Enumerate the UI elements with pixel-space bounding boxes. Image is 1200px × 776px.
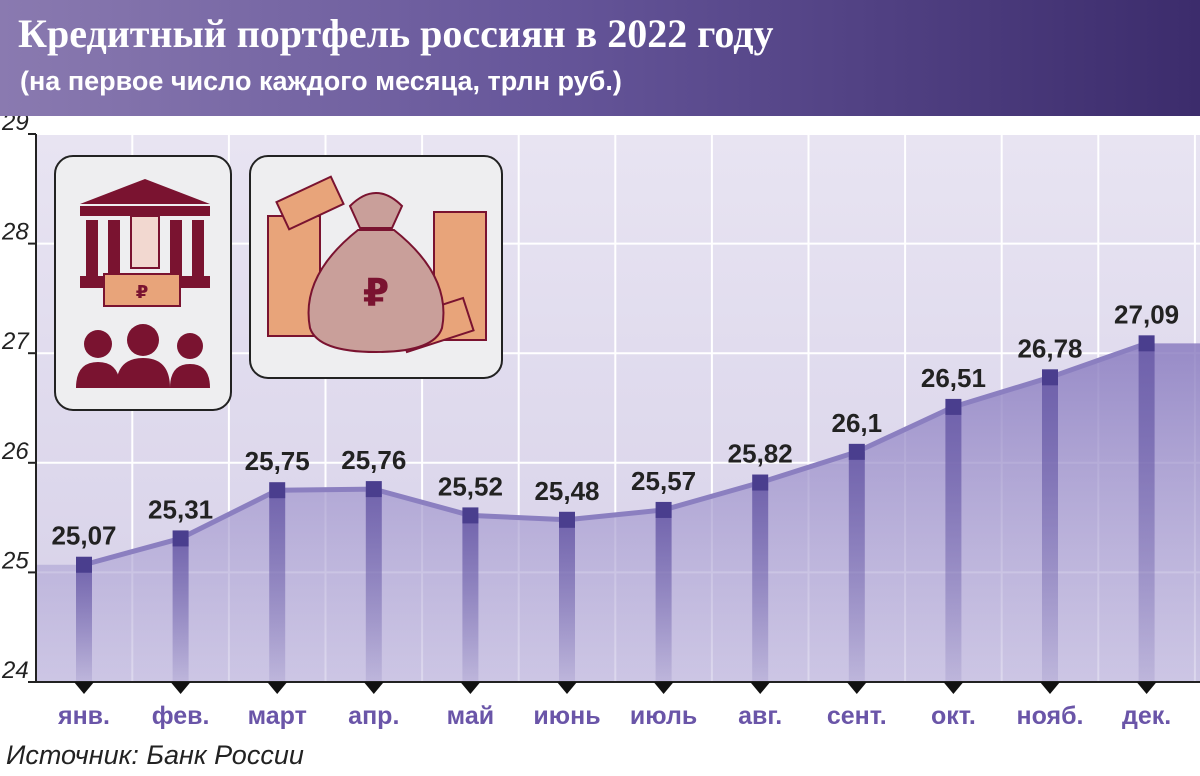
data-label: 25,31	[148, 494, 213, 524]
chart-subtitle: (на первое число каждого месяца, трлн ру…	[20, 66, 622, 96]
x-tick-marker	[363, 682, 384, 694]
data-point	[945, 398, 962, 415]
x-tick-label: окт.	[931, 702, 976, 730]
money-bag-icon: ₽	[307, 192, 445, 354]
y-tick-label: 24	[1, 657, 29, 684]
data-label: 25,07	[51, 521, 116, 551]
data-stem	[655, 509, 672, 682]
data-point	[1042, 369, 1058, 386]
x-tick-label: сент.	[827, 702, 887, 730]
bank-icon-panel: ₽	[54, 155, 232, 411]
data-stem	[752, 482, 769, 682]
data-point	[655, 501, 672, 518]
data-label: 25,57	[631, 466, 696, 496]
x-tick-label: авг.	[738, 702, 782, 730]
x-tick-label: март	[248, 702, 307, 730]
data-point	[365, 481, 382, 498]
x-tick-marker	[74, 682, 94, 694]
source-note: Источник: Банк России	[6, 740, 304, 770]
chart-title: Кредитный портфель россиян в 2022 году	[18, 11, 774, 56]
y-tick-label: 26	[1, 438, 29, 465]
header-banner: Кредитный портфель россиян в 2022 году (…	[0, 0, 1200, 116]
data-label: 25,48	[534, 476, 599, 506]
data-label: 25,52	[438, 471, 503, 501]
x-tick-marker	[170, 682, 191, 694]
data-stem	[945, 406, 962, 682]
svg-text:₽: ₽	[136, 282, 149, 303]
x-tick-label: июль	[630, 702, 697, 730]
data-stem	[559, 519, 575, 682]
x-tick-marker	[1040, 682, 1060, 694]
data-point	[752, 474, 769, 491]
people-icon	[76, 324, 210, 388]
x-tick-marker	[267, 682, 288, 694]
y-tick-label: 28	[1, 219, 29, 246]
x-tick-marker	[943, 682, 964, 694]
data-stem	[848, 451, 865, 682]
x-tick-label: нояб.	[1016, 702, 1083, 730]
chart-area: 24 25 26 27 28 29 янв. фев. март апр. май июнь июль а…	[1, 116, 1200, 730]
data-point	[1138, 335, 1155, 352]
data-stem	[269, 490, 286, 682]
data-stem	[365, 489, 382, 682]
data-label: 26,78	[1017, 333, 1082, 363]
data-point	[559, 511, 575, 528]
series-line	[83, 340, 1148, 568]
x-tick-marker	[846, 682, 867, 694]
x-tick-label: дек.	[1122, 702, 1171, 730]
data-stem	[462, 515, 479, 682]
x-tick-label: май	[447, 702, 494, 730]
x-tick-label: фев.	[152, 702, 210, 730]
data-stem	[1042, 377, 1058, 682]
svg-text:₽: ₽	[363, 271, 389, 315]
data-point	[462, 507, 479, 524]
data-point	[848, 443, 865, 460]
x-tick-marker	[557, 682, 577, 694]
data-label: 25,82	[728, 439, 793, 469]
x-tick-label: янв.	[57, 702, 110, 730]
data-label: 25,76	[341, 445, 406, 475]
y-tick-label: 27	[1, 328, 30, 355]
data-point	[269, 482, 286, 499]
data-label: 27,09	[1114, 299, 1179, 329]
data-label: 25,75	[245, 446, 310, 476]
x-tick-marker	[750, 682, 771, 694]
money-icon-panel: ₽	[249, 155, 503, 379]
data-point	[172, 530, 189, 547]
data-label: 26,1	[831, 408, 882, 438]
x-tick-label: июнь	[533, 702, 600, 730]
x-tick-marker	[1136, 682, 1157, 694]
y-tick-label: 25	[1, 547, 29, 574]
x-tick-marker	[653, 682, 674, 694]
hand-cash-icon: ₽	[103, 215, 181, 307]
data-stem	[76, 564, 92, 682]
data-stem	[1138, 343, 1155, 682]
data-stem	[172, 538, 189, 682]
y-tick-label: 29	[1, 116, 29, 136]
data-point	[76, 556, 92, 573]
data-label: 26,51	[921, 363, 986, 393]
x-tick-label: апр.	[348, 702, 399, 730]
x-tick-marker	[460, 682, 481, 694]
